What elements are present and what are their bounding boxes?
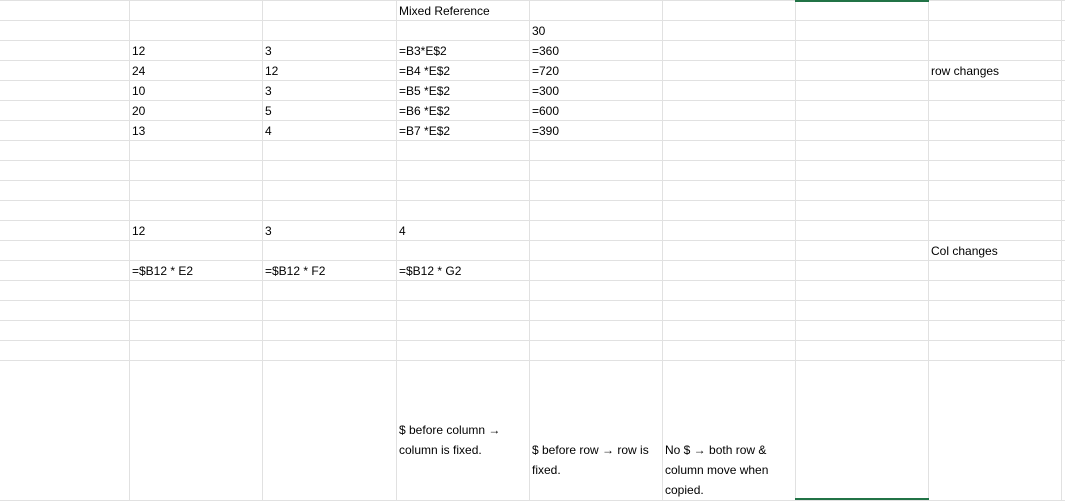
cell-B5[interactable]: 10: [132, 84, 146, 98]
cell-C6[interactable]: 5: [265, 104, 272, 118]
cell-C12[interactable]: 3: [265, 224, 272, 238]
gridline: [0, 320, 1065, 321]
gridline: [795, 0, 796, 501]
gridline: [0, 80, 1065, 81]
cell-I4[interactable]: row changes: [931, 64, 1000, 78]
gridline: [0, 20, 1065, 21]
cell-E5[interactable]: =300: [532, 84, 560, 98]
cell-E7[interactable]: =390: [532, 124, 560, 138]
gridline: [1061, 0, 1062, 501]
cell-E4[interactable]: =720: [532, 64, 560, 78]
gridline: [662, 0, 663, 501]
cell-C14[interactable]: =$B12 * F2: [265, 264, 326, 278]
cell-B6[interactable]: 20: [132, 104, 146, 118]
gridline: [0, 140, 1065, 141]
cell-C5[interactable]: 3: [265, 84, 272, 98]
cell-B14[interactable]: =$B12 * E2: [132, 264, 194, 278]
selection-border-top: [795, 0, 929, 2]
gridline: [0, 160, 1065, 161]
cell-F-note-no-dollar[interactable]: No $ → both row & column move when copie…: [665, 443, 769, 497]
cell-D5[interactable]: =B5 *E$2: [399, 84, 451, 98]
gridline: [0, 220, 1065, 221]
cell-E-note-row-fixed[interactable]: $ before row → row is fixed.: [532, 443, 649, 477]
gridline: [0, 280, 1065, 281]
cell-B3[interactable]: 12: [132, 44, 146, 58]
cell-D12[interactable]: 4: [399, 224, 406, 238]
gridline: [0, 60, 1065, 61]
cell-B4[interactable]: 24: [132, 64, 146, 78]
cell-D1[interactable]: Mixed Reference: [399, 4, 490, 18]
gridline: [0, 100, 1065, 101]
gridline: [0, 180, 1065, 181]
cell-D4[interactable]: =B4 *E$2: [399, 64, 451, 78]
gridline: [0, 340, 1065, 341]
gridline: [0, 0, 1065, 1]
cell-C4[interactable]: 12: [265, 64, 279, 78]
gridline: [529, 0, 530, 501]
cell-D7[interactable]: =B7 *E$2: [399, 124, 451, 138]
cell-C3[interactable]: 3: [265, 44, 272, 58]
cell-E6[interactable]: =600: [532, 104, 560, 118]
cell-D6[interactable]: =B6 *E$2: [399, 104, 451, 118]
cell-B7[interactable]: 13: [132, 124, 146, 138]
gridline: [396, 0, 397, 501]
cell-D14[interactable]: =$B12 * G2: [399, 264, 462, 278]
cell-D3[interactable]: =B3*E$2: [399, 44, 447, 58]
cell-E3[interactable]: =360: [532, 44, 560, 58]
gridline: [262, 0, 263, 501]
gridline: [0, 120, 1065, 121]
cell-I13[interactable]: Col changes: [931, 244, 998, 258]
cell-C7[interactable]: 4: [265, 124, 272, 138]
cell-E2[interactable]: 30: [532, 24, 546, 38]
gridline: [0, 360, 1065, 361]
selection-border-bottom: [795, 498, 929, 500]
gridline: [129, 0, 130, 501]
gridline: [0, 260, 1065, 261]
gridline: [0, 200, 1065, 201]
cell-D-note-column-fixed[interactable]: $ before column → column is fixed.: [399, 423, 501, 457]
gridline: [0, 40, 1065, 41]
cell-B12[interactable]: 12: [132, 224, 146, 238]
gridline: [0, 300, 1065, 301]
gridline: [0, 240, 1065, 241]
gridline: [928, 0, 929, 501]
